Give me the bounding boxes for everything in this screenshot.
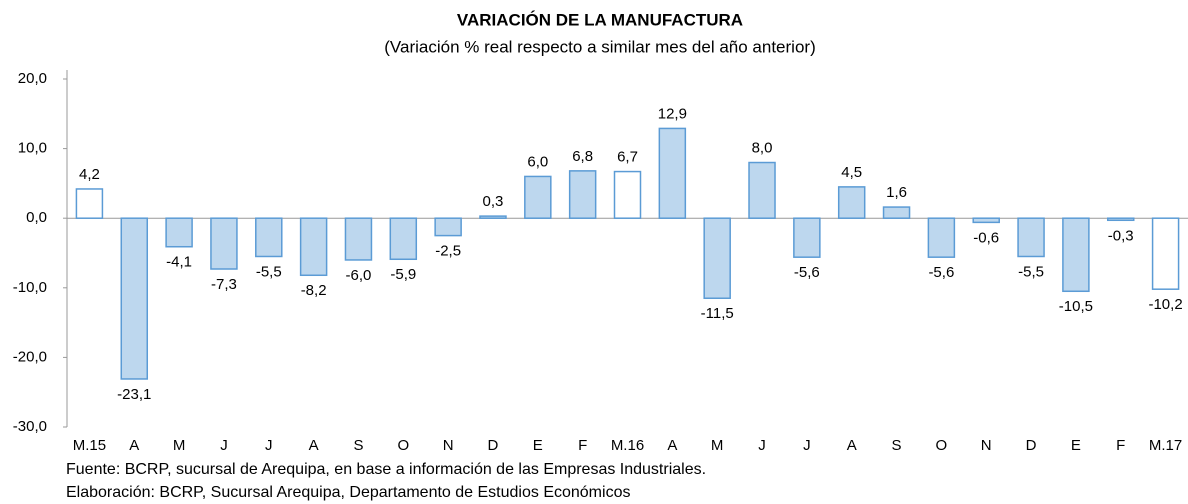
data-label: 8,0 (752, 139, 773, 156)
x-tick-label: N (981, 437, 992, 454)
footnote: Fuente: BCRP, sucursal de Arequipa, en b… (66, 461, 706, 478)
x-tick-label: E (1071, 437, 1081, 454)
chart-subtitle: (Variación % real respecto a similar mes… (384, 37, 815, 56)
bar (165, 217, 193, 248)
data-label: -10,2 (1148, 296, 1182, 313)
chart-title: VARIACIÓN DE LA MANUFACTURA (457, 10, 743, 29)
bar (120, 217, 149, 380)
x-tick-label: M.17 (1149, 437, 1182, 454)
data-label: -10,5 (1059, 298, 1093, 315)
y-tick-label: 20,0 (18, 70, 47, 87)
bar (434, 217, 462, 237)
x-tick-label: S (353, 437, 363, 454)
x-tick-label: J (220, 437, 228, 454)
data-label: 6,8 (572, 148, 593, 165)
x-tick-label: A (129, 437, 139, 454)
bar (1106, 217, 1135, 222)
x-tick-label: M (711, 437, 724, 454)
bar (255, 217, 283, 258)
data-label: 6,0 (527, 153, 548, 170)
bar (703, 217, 731, 299)
data-label: 4,2 (79, 166, 100, 183)
bar (344, 217, 373, 261)
x-tick-label: M.16 (611, 437, 644, 454)
bar (613, 170, 642, 219)
bar (210, 217, 238, 270)
data-label: 6,7 (617, 149, 638, 166)
data-label: -11,5 (701, 305, 734, 322)
bar (882, 206, 911, 219)
x-tick-label: M (173, 437, 186, 454)
footnote: Elaboración: BCRP, Sucursal Arequipa, De… (66, 484, 630, 501)
bar (568, 170, 597, 219)
data-label: -5,5 (1018, 263, 1044, 280)
data-label: -5,9 (390, 266, 416, 283)
x-tick-label: O (397, 437, 409, 454)
bar (479, 215, 507, 219)
x-tick-label: A (309, 437, 319, 454)
data-label: -2,5 (435, 243, 461, 260)
data-label: -0,6 (973, 229, 999, 246)
y-tick-label: -20,0 (13, 348, 47, 365)
bar (748, 161, 776, 219)
bar (927, 217, 956, 258)
x-tick-label: O (936, 437, 948, 454)
x-tick-label: A (847, 437, 857, 454)
bar (1017, 217, 1045, 258)
data-label: -0,3 (1108, 227, 1134, 244)
x-tick-label: F (578, 437, 587, 454)
bar (972, 217, 1000, 224)
bar (1151, 217, 1180, 290)
data-label: -5,6 (794, 264, 820, 281)
x-tick-label: J (265, 437, 273, 454)
x-tick-label: E (533, 437, 543, 454)
bar (299, 217, 328, 277)
x-tick-label: M.15 (73, 437, 106, 454)
x-tick-label: J (758, 437, 766, 454)
y-tick-label: 10,0 (18, 140, 47, 157)
bar (793, 217, 821, 258)
bar (389, 217, 418, 261)
x-tick-label: D (488, 437, 499, 454)
y-tick-label: 0,0 (26, 209, 47, 226)
data-label: -5,5 (256, 263, 282, 280)
bar (1062, 217, 1090, 293)
data-label: 1,6 (886, 184, 907, 201)
bar (658, 127, 687, 219)
x-tick-label: A (667, 437, 677, 454)
data-label: -4,1 (166, 254, 192, 271)
y-tick-label: -30,0 (13, 418, 47, 435)
data-label: -5,6 (928, 264, 954, 281)
x-tick-label: F (1116, 437, 1125, 454)
x-tick-label: S (892, 437, 902, 454)
bar (75, 188, 104, 219)
y-tick-label: -10,0 (13, 279, 47, 296)
x-tick-label: J (803, 437, 811, 454)
x-tick-label: N (443, 437, 454, 454)
data-label: 12,9 (658, 105, 687, 122)
data-label: 0,3 (483, 193, 504, 210)
data-label: 4,5 (841, 164, 862, 181)
x-tick-label: D (1026, 437, 1037, 454)
data-label: -8,2 (301, 282, 327, 299)
data-label: -7,3 (211, 276, 237, 293)
data-label: -6,0 (346, 267, 372, 284)
bar (837, 186, 866, 219)
data-label: -23,1 (117, 386, 151, 403)
bar (524, 175, 552, 219)
